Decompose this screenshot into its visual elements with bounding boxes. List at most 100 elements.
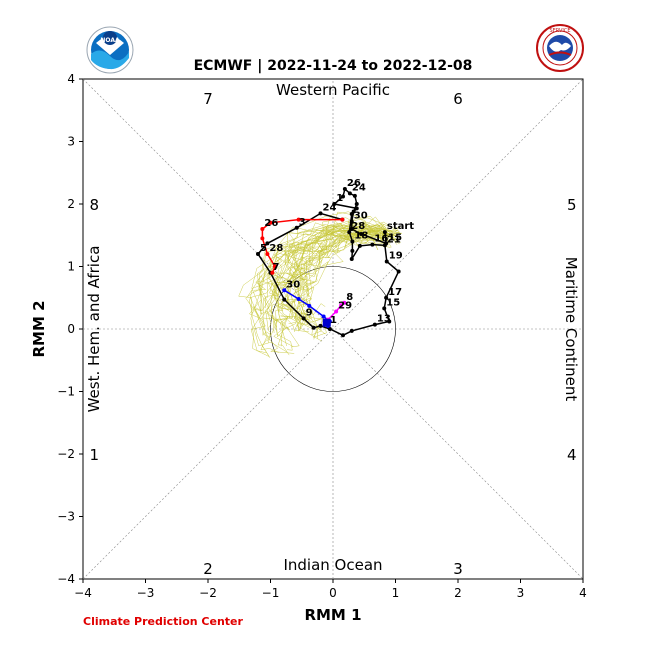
day-label: 24 bbox=[352, 182, 366, 193]
y-tick-label: 4 bbox=[67, 72, 75, 86]
series-point bbox=[270, 270, 275, 275]
x-tick-label: −3 bbox=[137, 586, 155, 600]
series-point bbox=[341, 194, 345, 199]
y-axis-label: RMM 2 bbox=[30, 300, 48, 357]
y-tick-label: 1 bbox=[67, 260, 75, 274]
series-point bbox=[296, 217, 301, 222]
series-point bbox=[349, 212, 354, 216]
series-point bbox=[359, 232, 364, 236]
phase-numbers: 7 6 8 5 1 4 2 3 bbox=[89, 90, 576, 578]
series-point bbox=[357, 243, 362, 248]
data-series bbox=[256, 187, 401, 338]
day-label: 26 bbox=[347, 178, 361, 189]
day-label: 28 bbox=[351, 221, 365, 232]
series-point bbox=[342, 187, 347, 191]
series-point bbox=[282, 297, 287, 302]
day-label: 17 bbox=[388, 287, 402, 298]
series-point bbox=[372, 322, 377, 327]
day-label: 1 bbox=[330, 315, 337, 326]
series-point bbox=[349, 227, 354, 231]
ensemble-track bbox=[281, 229, 388, 340]
y-tick-label: −4 bbox=[57, 572, 75, 586]
chart-title: ECMWF | 2022-11-24 to 2022-12-08 bbox=[194, 58, 473, 74]
series-point bbox=[354, 206, 359, 211]
series-point bbox=[382, 306, 387, 311]
series-point bbox=[349, 219, 354, 224]
series-point bbox=[384, 259, 389, 264]
series-point bbox=[321, 314, 326, 319]
day-label: 24 bbox=[323, 202, 337, 213]
series-point bbox=[340, 217, 345, 222]
region-label-top: Western Pacific bbox=[276, 81, 390, 99]
series-point bbox=[327, 327, 332, 331]
nws-logo: SERVICE bbox=[536, 24, 584, 72]
series-point bbox=[349, 257, 354, 261]
phase-number: 8 bbox=[89, 196, 99, 214]
series-point bbox=[350, 239, 355, 244]
end-marker bbox=[322, 318, 331, 327]
x-tick-label: −4 bbox=[74, 586, 92, 600]
series-point bbox=[294, 225, 299, 230]
day-label: 5 bbox=[260, 243, 267, 254]
region-label-bottom: Indian Ocean bbox=[283, 556, 382, 574]
series-point bbox=[350, 248, 355, 253]
series-point bbox=[342, 300, 347, 305]
x-tick-label: 1 bbox=[392, 586, 400, 600]
ensemble-track bbox=[257, 227, 382, 343]
ensemble-track bbox=[251, 217, 389, 353]
x-axis-label: RMM 1 bbox=[304, 606, 361, 624]
day-label: 15 bbox=[388, 232, 402, 243]
series-point bbox=[307, 303, 312, 308]
day-label: 16 bbox=[374, 234, 388, 245]
noaa-logo: NOAA bbox=[86, 26, 134, 74]
phase-number: 3 bbox=[453, 560, 463, 578]
y-tick-label: 0 bbox=[67, 322, 75, 336]
day-label: 8 bbox=[346, 292, 353, 303]
svg-text:NOAA: NOAA bbox=[100, 37, 120, 44]
series-point bbox=[347, 191, 352, 196]
series-point bbox=[396, 269, 401, 274]
region-label-right: Maritime Continent bbox=[562, 257, 580, 402]
ensemble-track bbox=[297, 226, 402, 335]
day-label: 18 bbox=[354, 231, 368, 242]
series-point bbox=[296, 297, 301, 301]
series-point bbox=[318, 211, 323, 216]
day-label: start bbox=[387, 221, 414, 232]
day-label: 15 bbox=[386, 297, 400, 308]
x-tick-label: 4 bbox=[579, 586, 587, 600]
day-label: 21 bbox=[387, 234, 401, 245]
day-label: 19 bbox=[389, 251, 403, 262]
day-label: 30 bbox=[354, 211, 368, 222]
series-line bbox=[257, 187, 400, 337]
y-tick-label: −2 bbox=[57, 447, 75, 461]
svg-text:SERVICE: SERVICE bbox=[549, 28, 570, 34]
series-point bbox=[349, 328, 354, 333]
x-tick-label: 3 bbox=[517, 586, 525, 600]
series-line bbox=[261, 218, 343, 274]
x-tick-label: −2 bbox=[199, 586, 217, 600]
unit-circle bbox=[270, 266, 396, 392]
day-label: 9 bbox=[306, 307, 313, 318]
day-label: 3 bbox=[299, 217, 306, 228]
day-label: 7 bbox=[273, 262, 280, 273]
series-point bbox=[352, 193, 357, 198]
region-label-left: West. Hem. and Africa bbox=[85, 246, 103, 413]
day-label: 26 bbox=[264, 218, 278, 229]
series-point bbox=[265, 252, 270, 256]
ensemble-track bbox=[293, 231, 386, 338]
phase-number: 2 bbox=[203, 560, 213, 578]
series-point bbox=[311, 325, 316, 330]
phase-number: 7 bbox=[203, 90, 213, 108]
series-point bbox=[318, 323, 323, 328]
y-tick-label: −3 bbox=[57, 510, 75, 524]
ensemble-track bbox=[286, 225, 382, 329]
series-point bbox=[354, 202, 359, 206]
series-point bbox=[260, 227, 265, 231]
series-point bbox=[334, 309, 339, 314]
series-point bbox=[265, 241, 270, 246]
axis-ticks: −4−4 −3 −3 −2 −2 −1 −1 0 0 1 1 2 2 3 3 4 4 bbox=[57, 72, 587, 600]
footer-credit: Climate Prediction Center bbox=[83, 615, 243, 628]
ensemble-track bbox=[246, 224, 383, 298]
